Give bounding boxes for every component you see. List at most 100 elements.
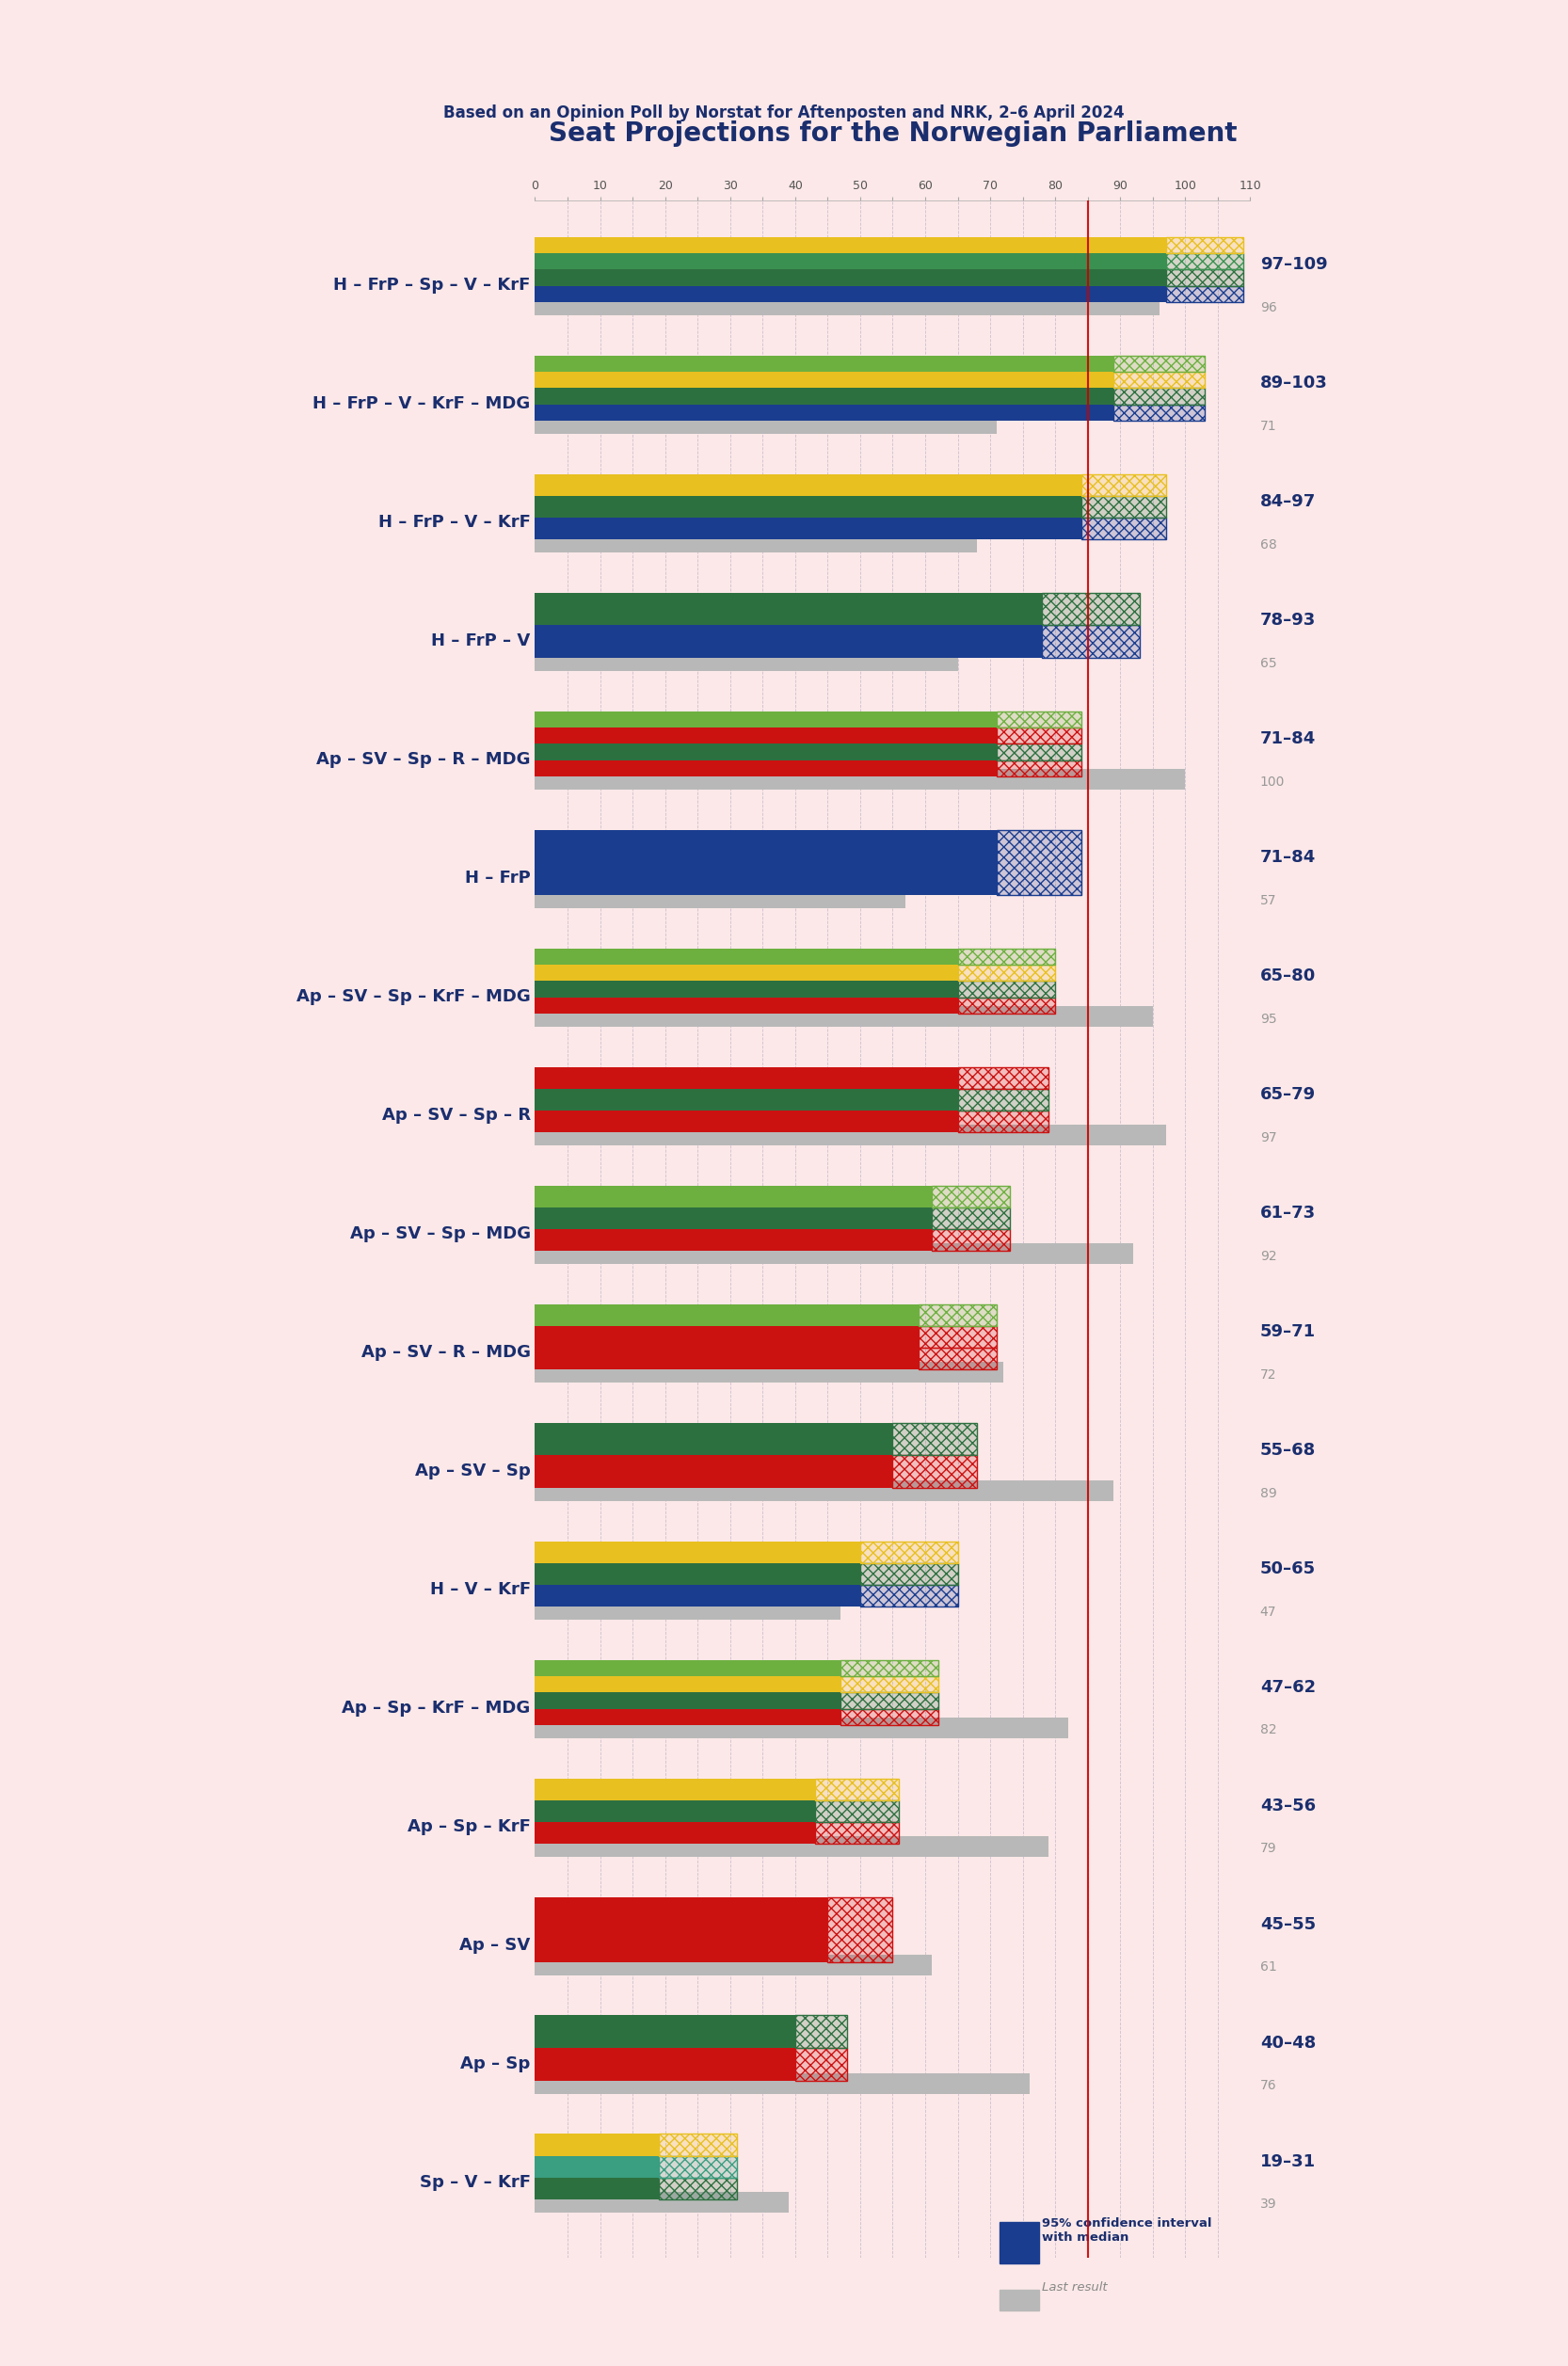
Text: Based on an Opinion Poll by Norstat for Aftenposten and NRK, 2–6 April 2024: Based on an Opinion Poll by Norstat for … bbox=[444, 104, 1124, 121]
Bar bbox=[1043, 625, 1140, 658]
Text: 47–62: 47–62 bbox=[1261, 1680, 1316, 1696]
Bar bbox=[535, 473, 1082, 497]
Bar bbox=[535, 1185, 931, 1207]
Bar bbox=[840, 1659, 938, 1675]
Bar bbox=[861, 1585, 958, 1607]
Bar bbox=[931, 1185, 1010, 1207]
Text: 100: 100 bbox=[1261, 776, 1284, 788]
Bar bbox=[1165, 253, 1243, 270]
Bar bbox=[840, 1692, 938, 1708]
Bar bbox=[828, 1898, 892, 1961]
Bar bbox=[958, 965, 1055, 982]
Bar bbox=[1165, 286, 1243, 303]
Bar bbox=[535, 270, 1165, 286]
Bar bbox=[535, 2177, 659, 2200]
Bar bbox=[892, 1455, 977, 1488]
Text: 71–84: 71–84 bbox=[1261, 731, 1316, 748]
Bar bbox=[535, 625, 1043, 658]
Bar bbox=[535, 355, 1113, 371]
Bar bbox=[535, 497, 1082, 518]
Bar bbox=[958, 982, 1055, 996]
Bar bbox=[958, 1110, 1049, 1131]
Bar bbox=[1082, 497, 1165, 518]
Text: 95: 95 bbox=[1261, 1013, 1276, 1024]
Bar bbox=[1113, 355, 1204, 371]
Text: 19–31: 19–31 bbox=[1261, 2153, 1316, 2170]
Bar bbox=[1082, 473, 1165, 497]
Bar bbox=[535, 1325, 919, 1349]
Bar bbox=[931, 1207, 1010, 1228]
Bar bbox=[535, 1349, 919, 1370]
Bar bbox=[958, 996, 1055, 1013]
Text: 45–55: 45–55 bbox=[1261, 1916, 1316, 1933]
Bar bbox=[535, 293, 1159, 315]
Bar bbox=[659, 2155, 737, 2177]
Bar bbox=[535, 1954, 931, 1976]
Bar bbox=[997, 726, 1082, 743]
Bar bbox=[535, 2016, 795, 2049]
Bar bbox=[535, 2191, 789, 2212]
Bar bbox=[815, 1801, 898, 1822]
Bar bbox=[535, 414, 997, 435]
Bar bbox=[535, 1659, 840, 1675]
Bar bbox=[535, 592, 1043, 625]
Bar bbox=[535, 2134, 659, 2155]
Bar bbox=[919, 1349, 997, 1370]
Text: 50–65: 50–65 bbox=[1261, 1562, 1316, 1578]
Bar bbox=[958, 965, 1055, 982]
Text: 97–109: 97–109 bbox=[1261, 256, 1328, 272]
Bar bbox=[1165, 237, 1243, 253]
Bar bbox=[535, 1718, 1068, 1739]
Bar bbox=[958, 949, 1055, 965]
Bar bbox=[931, 1228, 1010, 1252]
Text: 40–48: 40–48 bbox=[1261, 2035, 1316, 2051]
Bar bbox=[1113, 388, 1204, 405]
Bar bbox=[795, 2016, 847, 2049]
Bar bbox=[535, 965, 958, 982]
Bar bbox=[1165, 253, 1243, 270]
Text: 43–56: 43–56 bbox=[1261, 1798, 1316, 1815]
Bar bbox=[535, 1228, 931, 1252]
Bar bbox=[535, 388, 1113, 405]
Bar bbox=[535, 1422, 892, 1455]
Text: 57: 57 bbox=[1261, 894, 1276, 906]
Bar bbox=[919, 1304, 997, 1325]
Bar bbox=[1113, 355, 1204, 371]
Bar bbox=[958, 996, 1055, 1013]
Bar bbox=[535, 286, 1165, 303]
Bar bbox=[997, 726, 1082, 743]
Text: 97: 97 bbox=[1261, 1131, 1276, 1145]
Bar bbox=[535, 949, 958, 965]
Bar bbox=[815, 1779, 898, 1801]
Bar bbox=[535, 996, 958, 1013]
Bar bbox=[861, 1564, 958, 1585]
Bar bbox=[1082, 473, 1165, 497]
Bar bbox=[535, 1708, 840, 1725]
Bar bbox=[1082, 518, 1165, 539]
Bar bbox=[919, 1304, 997, 1325]
Bar bbox=[997, 759, 1082, 776]
Bar bbox=[815, 1822, 898, 1843]
Bar bbox=[535, 1110, 958, 1131]
Bar bbox=[958, 1067, 1049, 1088]
Bar bbox=[535, 743, 997, 759]
Bar bbox=[535, 1304, 919, 1325]
Bar bbox=[997, 759, 1082, 776]
Bar bbox=[840, 1675, 938, 1692]
Bar bbox=[892, 1422, 977, 1455]
Bar bbox=[1043, 625, 1140, 658]
Bar bbox=[1113, 405, 1204, 421]
Text: 71–84: 71–84 bbox=[1261, 849, 1316, 866]
Text: 89: 89 bbox=[1261, 1486, 1276, 1500]
Bar bbox=[659, 2134, 737, 2155]
Bar bbox=[535, 1207, 931, 1228]
Bar bbox=[931, 1228, 1010, 1252]
Text: 72: 72 bbox=[1261, 1368, 1276, 1382]
Bar bbox=[1165, 270, 1243, 286]
Bar bbox=[1000, 2222, 1040, 2264]
Bar bbox=[958, 949, 1055, 965]
Bar bbox=[535, 1540, 861, 1564]
Bar bbox=[1113, 371, 1204, 388]
Text: 61–73: 61–73 bbox=[1261, 1204, 1316, 1221]
Bar bbox=[795, 2049, 847, 2080]
